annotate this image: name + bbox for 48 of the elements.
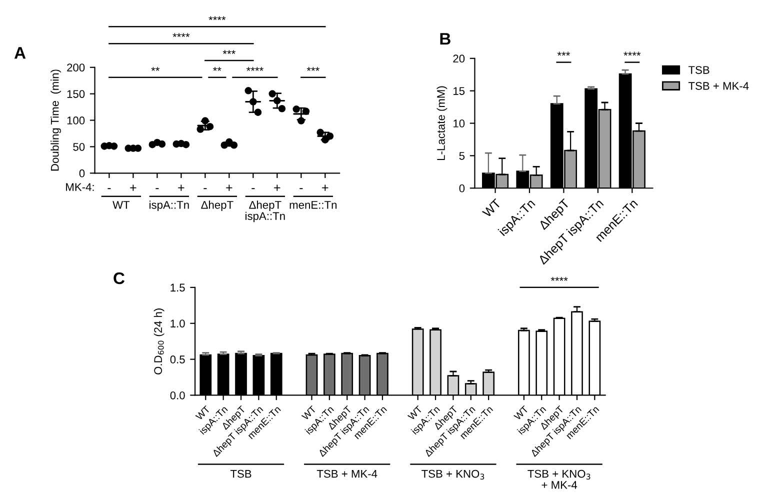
- y-axis-title: L-Lactate (mM): [436, 86, 448, 160]
- y-tick-label: 50: [73, 142, 85, 151]
- x-tick-label: -: [108, 188, 111, 190]
- x-tick-label: -: [252, 188, 255, 190]
- y-tick-label: 200: [67, 64, 85, 72]
- y-tick-label: 1.0: [170, 320, 185, 328]
- annotation: **: [213, 66, 222, 71]
- x-tick-label: -: [300, 188, 303, 190]
- y-axis-title: Doubling Time (min): [50, 70, 61, 171]
- annotation: ***: [306, 66, 320, 71]
- x-tick-label: -: [156, 188, 159, 190]
- y-tick-label: 0.5: [170, 356, 185, 364]
- y-tick-label: 100: [67, 116, 85, 124]
- annotation: ****: [246, 66, 264, 71]
- x-tick-label: +: [322, 184, 328, 191]
- y-tick-label: 0: [459, 184, 465, 192]
- text: TSB + KNO$_{3}$: [422, 470, 484, 480]
- chart-title: B: [440, 33, 450, 45]
- text: ****: [172, 33, 190, 38]
- text: ****: [550, 276, 568, 281]
- text: TSB: [230, 470, 252, 478]
- text: TSB + KNO$_{3}$ + MK-4: [528, 470, 590, 489]
- x-tick-label: +: [178, 184, 184, 191]
- x-tick-label: WT: [482, 198, 502, 218]
- chart-title: C: [114, 272, 125, 284]
- annotation: **: [151, 66, 160, 71]
- y-axis-title: O.D$_{600}$ (24 h): [154, 308, 164, 374]
- y-tick-label: 15: [454, 87, 465, 95]
- y-tick-label: 5: [459, 152, 465, 160]
- text: MK-4:: [66, 183, 94, 191]
- chart-title: A: [14, 47, 26, 59]
- text: TSB + MK-4: [316, 470, 378, 478]
- y-tick-label: 10: [454, 120, 465, 128]
- text: ***: [557, 52, 570, 56]
- y-tick-label: 0.0: [170, 391, 185, 400]
- y-tick-label: 20: [453, 54, 465, 63]
- y-tick-label: 150: [67, 90, 85, 98]
- text: ****: [208, 16, 226, 20]
- x-tick-label: +: [226, 184, 232, 191]
- legend-label: TSB: [688, 66, 710, 74]
- y-tick-label: 1.5: [170, 284, 185, 292]
- text: ****: [624, 52, 641, 56]
- text: ***: [222, 50, 236, 54]
- x-tick-label: +: [130, 184, 136, 191]
- x-tick-label: -: [204, 188, 207, 190]
- legend-label: TSB + MK-4: [688, 82, 749, 90]
- y-tick-label: 0: [79, 169, 85, 178]
- x-tick-label: +: [274, 184, 280, 191]
